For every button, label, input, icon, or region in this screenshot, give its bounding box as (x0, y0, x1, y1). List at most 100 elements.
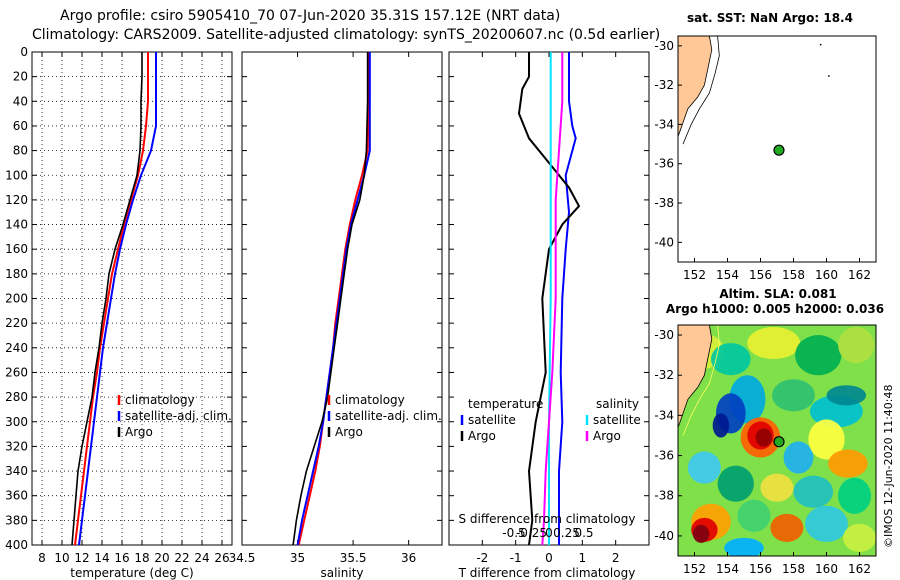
map-speck (819, 43, 822, 46)
sla-field-patch (711, 343, 751, 376)
y-tick-label: -36 (654, 449, 674, 463)
s-tick-label: 0 (545, 526, 553, 540)
sla-field-patch (805, 505, 848, 542)
watermark: ©IMOS 12-Jun-2020 11:40:48 (882, 384, 895, 548)
sla-field-patch (737, 499, 771, 532)
x-tick-label: 24 (194, 551, 209, 565)
x-tick-label: 158 (782, 268, 805, 282)
y-tick-label: -36 (654, 157, 674, 171)
x-tick-label: 14 (94, 551, 109, 565)
y-tick-label: -38 (654, 489, 674, 503)
sla-field-patch (808, 419, 845, 460)
x-tick-label: 160 (815, 268, 838, 282)
x-tick-label: 36 (401, 551, 416, 565)
y-tick-label: 220 (5, 316, 28, 330)
title-line-2: Climatology: CARS2009. Satellite-adjuste… (32, 27, 660, 43)
series-line-temperature-satellite (558, 52, 577, 545)
x-tick-label: 35.5 (340, 551, 367, 565)
sla-field-patch (760, 473, 794, 502)
sla-field-patch (747, 327, 801, 360)
s-tick-label: -0.25 (516, 526, 547, 540)
series-line-climatology (74, 52, 149, 546)
sla-field-patch (793, 475, 834, 508)
sla-field-patch (712, 413, 730, 438)
x-tick-label: -1 (510, 551, 522, 565)
s-tick-label: 0.25 (553, 526, 580, 540)
y-tick-label: 0 (20, 45, 28, 59)
y-tick-label: 320 (5, 439, 28, 453)
x-tick-label: 22 (174, 551, 189, 565)
title-line-1: Argo profile: csiro 5905410_70 07-Jun-20… (60, 8, 560, 24)
x-tick-label: 156 (749, 562, 772, 576)
sla-field-patch (724, 537, 764, 556)
y-tick-label: 260 (5, 365, 28, 379)
y-tick-label: 80 (13, 144, 28, 158)
sla-field-patch (717, 465, 754, 502)
land (678, 325, 713, 428)
y-tick-label: 60 (13, 119, 28, 133)
sla-field-patch (755, 428, 773, 447)
y-tick-label: 120 (5, 193, 28, 207)
sla-field-patch (826, 385, 867, 406)
sla-field-patch (838, 327, 875, 364)
x-tick-label: 1 (579, 551, 587, 565)
sst-map-title: sat. SST: NaN Argo: 18.4 (687, 11, 853, 25)
legend-entry: satellite (468, 413, 516, 427)
x-tick-label: 154 (716, 562, 739, 576)
map-speck (828, 75, 830, 77)
legend-entry: Argo (125, 425, 153, 439)
s-tick-label: 0.5 (574, 526, 593, 540)
y-tick-label: 400 (5, 538, 28, 552)
legend-entry: climatology (125, 393, 195, 407)
legend-entry: Argo (335, 425, 363, 439)
y-tick-label: 300 (5, 415, 28, 429)
map-frame (677, 35, 877, 263)
x-tick-label: 152 (683, 268, 706, 282)
x-tick-label: 0 (545, 551, 553, 565)
x-axis-label: temperature (deg C) (70, 566, 193, 580)
y-tick-label: -38 (654, 196, 674, 210)
y-tick-label: 240 (5, 341, 28, 355)
series-line-salinity-satellite (548, 52, 552, 545)
plot-area (241, 51, 443, 546)
x-axis-label: T difference from climatology (458, 566, 636, 580)
map-frame (677, 324, 877, 557)
sla-field-patch (692, 524, 710, 543)
y-tick-label: 40 (13, 94, 28, 108)
sla-field-patch (772, 379, 815, 412)
y-tick-label: 380 (5, 513, 28, 527)
y-tick-label: -34 (654, 117, 674, 131)
y-tick-label: 280 (5, 390, 28, 404)
y-tick-label: 180 (5, 267, 28, 281)
y-tick-label: 20 (13, 70, 28, 84)
sla-field-patch (783, 441, 814, 474)
y-tick-label: 160 (5, 242, 28, 256)
y-tick-label: 340 (5, 464, 28, 478)
y-tick-label: -32 (654, 78, 674, 92)
legend-entry: Argo (468, 429, 496, 443)
sla-field-patch (770, 513, 804, 542)
isobath (682, 325, 720, 436)
x-tick-label: 156 (749, 268, 772, 282)
x-tick-label: 18 (134, 551, 149, 565)
temperature-panel: 0 20 40 60 80 100 120 140 160 180 200 220 240 260 280 3… (5, 45, 233, 580)
difference-panel: -2 -1 0 1 2-0.5-0.250 0.250.5S difference fro… (448, 51, 650, 580)
argo-position-marker (773, 144, 785, 156)
x-tick-label: 152 (683, 562, 706, 576)
sla-field-patch (838, 477, 872, 514)
s-axis-label: S difference from climatology (459, 512, 636, 526)
y-tick-label: -30 (654, 39, 674, 53)
sla-map-title: Altim. SLA: 0.081 (719, 287, 836, 301)
x-tick-label: 16 (114, 551, 129, 565)
y-tick-label: -30 (654, 328, 674, 342)
x-tick-label: 20 (154, 551, 169, 565)
x-tick-label: 12 (74, 551, 89, 565)
x-tick-label: 26 (214, 551, 229, 565)
x-tick-label: 8 (38, 551, 46, 565)
sla-field-patch (795, 335, 842, 376)
sst-map-panel: sat. SST: NaN Argo: 18.4 152 154 156 158 160 1… (654, 11, 877, 282)
series-line-temperature-argo (517, 52, 581, 546)
sla-field-patch (687, 451, 721, 484)
